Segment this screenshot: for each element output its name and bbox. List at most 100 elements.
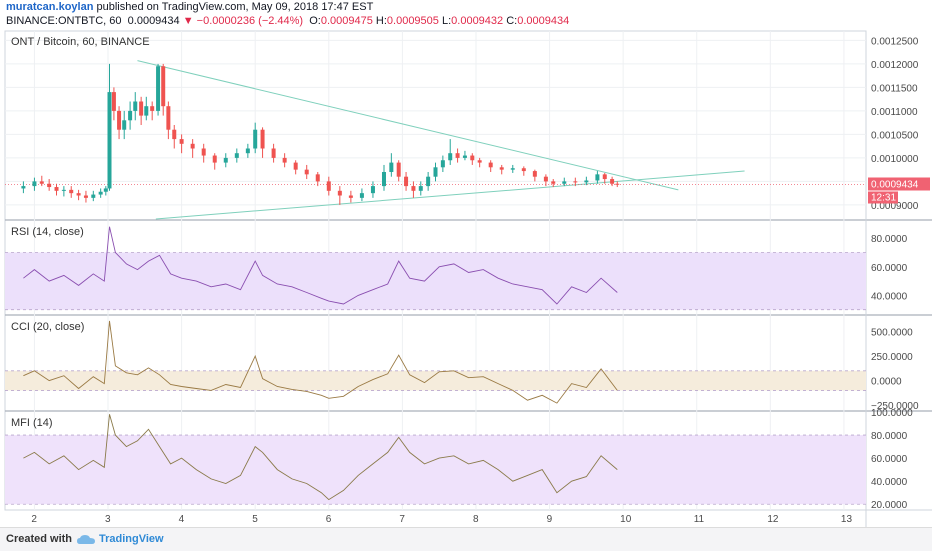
cci-band [5, 370, 866, 391]
author-link[interactable]: muratcan.koylan [6, 1, 94, 13]
down-triangle-icon: ▼ [182, 15, 194, 27]
mfi-series-line [23, 414, 618, 501]
candle-body [122, 120, 127, 130]
candle-body [470, 155, 475, 161]
candle-body [348, 195, 353, 198]
last-price-tag [868, 177, 930, 191]
candle-body [61, 189, 66, 191]
candle-body [304, 169, 309, 175]
candle-body [418, 186, 423, 191]
y-tick-label: 0.0011500 [871, 83, 918, 94]
candle-body [103, 188, 108, 192]
last-price-tag-label: 0.0009434 [871, 180, 919, 191]
candle-body [532, 171, 537, 177]
candle-body [510, 168, 515, 170]
chart-canvas[interactable]: 2 3 4 5 6 7 8 9 10 11 12 13 0.0012500 0.0012000 0.0011… [0, 0, 932, 528]
x-tick-label: 7 [399, 514, 405, 525]
x-tick-label: 8 [473, 514, 479, 525]
candle-body [69, 189, 74, 194]
mfi-y-tick-label: 40.0000 [871, 477, 908, 488]
y-tick-label: 0.0010500 [871, 130, 919, 141]
chart-header: muratcan.koylan published on TradingView… [0, 0, 932, 30]
candle-body [326, 181, 331, 191]
candle-body [543, 176, 548, 182]
created-with-text: Created with [6, 533, 73, 545]
candle-body [150, 106, 155, 111]
candle-body [404, 176, 409, 187]
open-label: O: [309, 15, 321, 27]
candle-body [433, 167, 438, 177]
candle-body [91, 194, 96, 198]
x-tick-label: 3 [105, 514, 111, 525]
candle-body [337, 190, 342, 196]
candle-body [98, 191, 103, 195]
countdown-tag [868, 191, 898, 204]
candle-body [381, 172, 386, 187]
candle-body [161, 66, 166, 107]
y-tick-label: 0.0011000 [871, 107, 918, 118]
candle-body [462, 155, 467, 158]
cci-y-tick-label: 500.0000 [871, 328, 913, 339]
candle-body [573, 181, 578, 183]
candle-body [551, 181, 556, 184]
candle-body [166, 106, 171, 130]
candle-body [260, 129, 265, 149]
tradingview-cloud-icon [77, 535, 95, 544]
close-label: C: [506, 15, 518, 27]
candle-body [440, 160, 445, 168]
candle-body [610, 179, 615, 184]
candle-body [139, 101, 144, 116]
candle-body [595, 174, 600, 181]
candle-body [615, 183, 620, 185]
trendline [155, 170, 745, 220]
candle-body [212, 155, 217, 163]
cci-y-tick-label: 0.0000 [871, 377, 902, 388]
close-value: 0.0009434 [517, 15, 570, 27]
candle-body [411, 186, 416, 191]
x-tick-label: 9 [547, 514, 553, 525]
x-tick-label: 10 [620, 514, 632, 525]
candle-body [234, 153, 239, 158]
mfi-y-tick-label: 20.0000 [871, 500, 908, 511]
candle-body [172, 129, 177, 140]
candle-body [562, 181, 567, 184]
candle-body [370, 186, 375, 194]
x-tick-label: 12 [767, 514, 779, 525]
candle-body [477, 160, 482, 163]
candle-body [117, 110, 122, 130]
candle-body [448, 153, 453, 161]
candle-body [521, 168, 526, 172]
x-tick-label: 2 [31, 514, 37, 525]
candle-body [54, 187, 59, 191]
low-label: L: [441, 15, 452, 27]
candle-body [179, 139, 184, 144]
candle-body [21, 186, 26, 189]
candle-body [190, 143, 195, 149]
rsi-y-tick-label: 40.0000 [871, 291, 908, 302]
cci-y-tick-label: −250.0000 [871, 401, 919, 412]
tradingview-brand[interactable]: TradingView [99, 533, 164, 545]
candle-body [156, 66, 161, 111]
rsi-title: RSI (14, close) [11, 226, 84, 238]
candle-body [282, 157, 287, 163]
candle-body [245, 148, 250, 154]
y-tick-label: 0.0010000 [871, 154, 919, 165]
candle-body [389, 162, 394, 172]
x-tick-label: 6 [326, 514, 332, 525]
countdown-label: 12:31 [871, 193, 896, 204]
rsi-y-tick-label: 60.0000 [871, 263, 908, 274]
candle-body [201, 148, 206, 156]
published-text: published on TradingView.com, May 09, 20… [96, 1, 374, 13]
candle-body [223, 157, 228, 163]
candle-body [111, 92, 116, 111]
candle-body [83, 195, 88, 198]
cci-title: CCI (20, close) [11, 321, 84, 333]
publish-line: muratcan.koylan published on TradingView… [6, 1, 373, 13]
candle-body [253, 129, 258, 149]
rsi-band [5, 252, 866, 310]
candle-body [47, 183, 52, 188]
mfi-y-tick-label: 60.0000 [871, 454, 908, 465]
candle-body [144, 106, 149, 116]
last-price: 0.0009434 [127, 15, 180, 27]
candle-body [602, 174, 607, 180]
